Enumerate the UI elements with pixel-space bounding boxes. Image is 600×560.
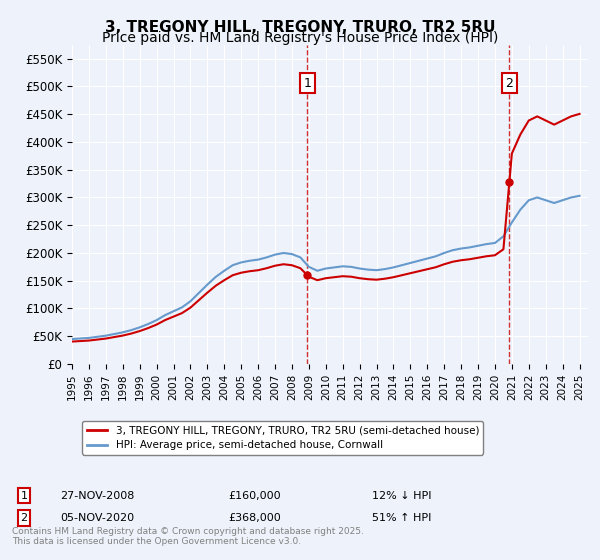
Text: 27-NOV-2008: 27-NOV-2008 [60, 491, 134, 501]
Text: 1: 1 [20, 491, 28, 501]
Text: 3, TREGONY HILL, TREGONY, TRURO, TR2 5RU: 3, TREGONY HILL, TREGONY, TRURO, TR2 5RU [105, 20, 495, 35]
Text: Contains HM Land Registry data © Crown copyright and database right 2025.
This d: Contains HM Land Registry data © Crown c… [12, 526, 364, 546]
Text: 51% ↑ HPI: 51% ↑ HPI [372, 513, 431, 523]
Text: 1: 1 [304, 77, 311, 90]
Text: 12% ↓ HPI: 12% ↓ HPI [372, 491, 431, 501]
Legend: 3, TREGONY HILL, TREGONY, TRURO, TR2 5RU (semi-detached house), HPI: Average pri: 3, TREGONY HILL, TREGONY, TRURO, TR2 5RU… [82, 421, 484, 455]
Text: 05-NOV-2020: 05-NOV-2020 [60, 513, 134, 523]
Text: 2: 2 [505, 77, 513, 90]
Text: 2: 2 [20, 513, 28, 523]
Text: Price paid vs. HM Land Registry's House Price Index (HPI): Price paid vs. HM Land Registry's House … [102, 31, 498, 45]
Text: £368,000: £368,000 [228, 513, 281, 523]
Text: £160,000: £160,000 [228, 491, 281, 501]
